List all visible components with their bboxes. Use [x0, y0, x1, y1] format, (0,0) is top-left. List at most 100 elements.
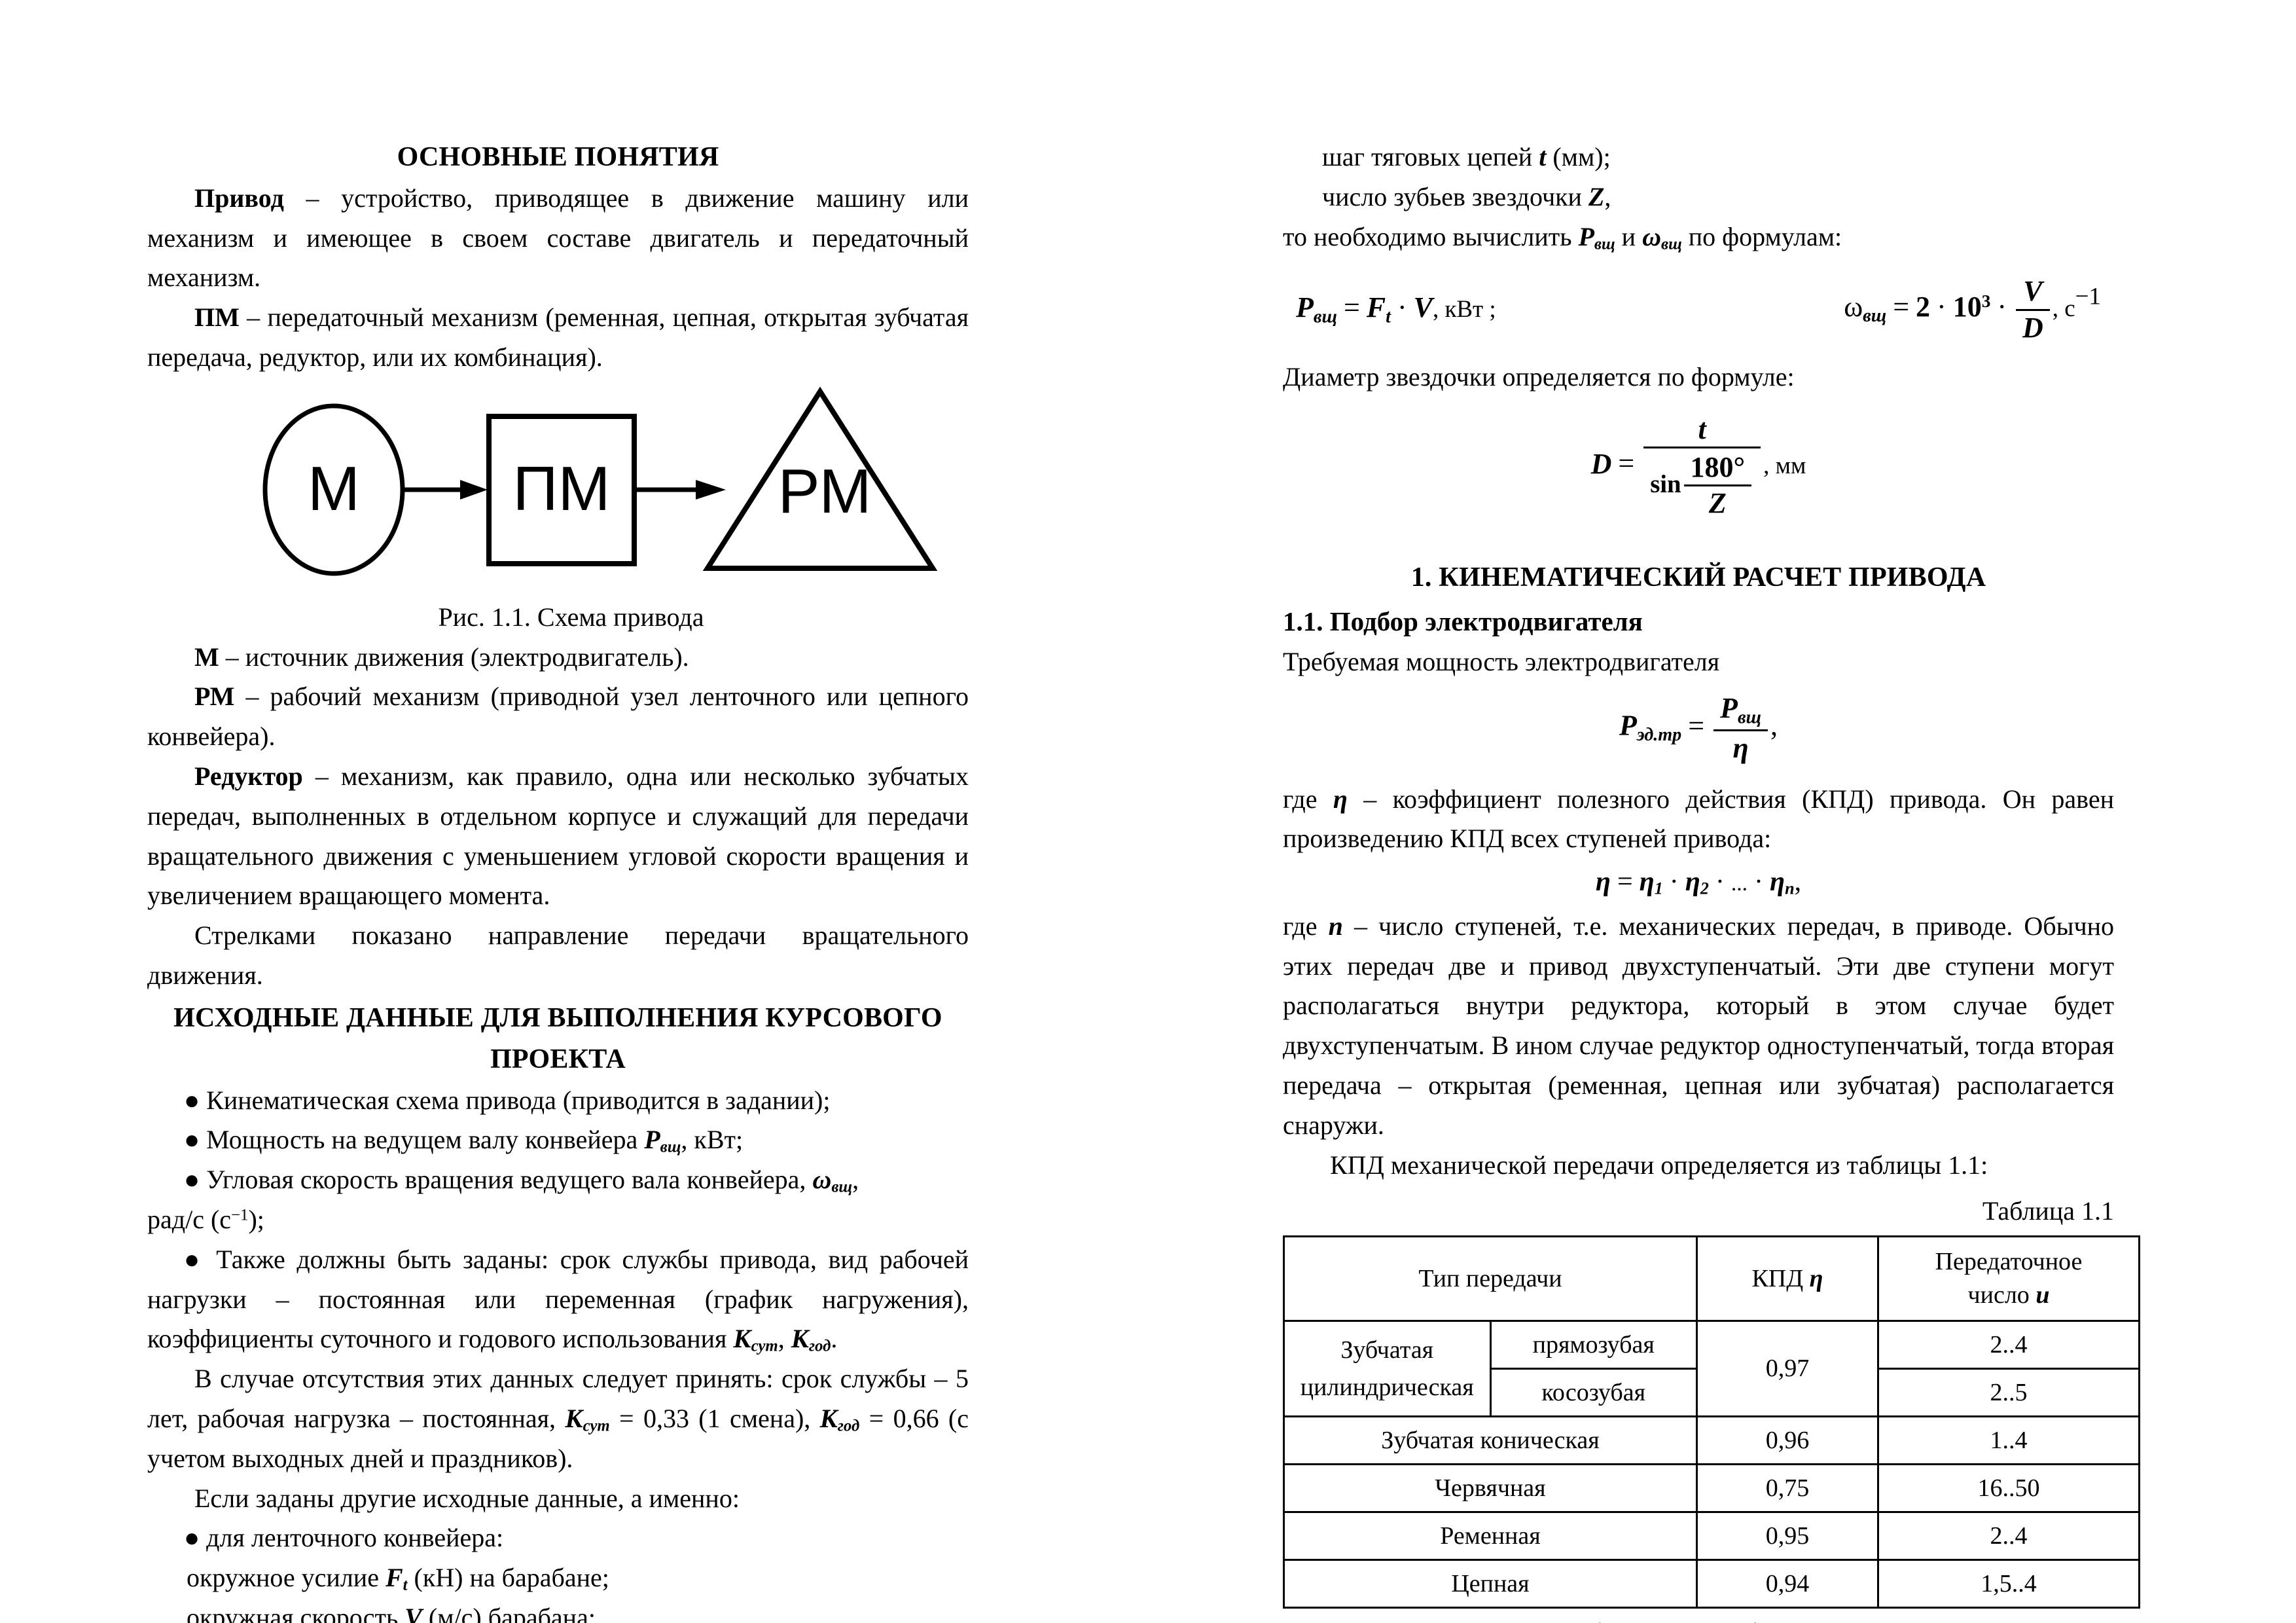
formula-diameter-z: Z: [1708, 486, 1727, 519]
formula-eta-d3: ·: [1754, 867, 1764, 898]
symbol-p-2: P: [1578, 221, 1594, 251]
symbol-k-sut-sub: сут: [751, 1337, 778, 1355]
table-row: Цепная 0,94 1,5..4: [1283, 1559, 2140, 1609]
table-header-kpd-pre: КПД: [1751, 1264, 1810, 1292]
term-privod: Привод: [194, 183, 284, 213]
paragraph-sprocket-diameter: Диаметр звездочки определяется по формул…: [1283, 361, 1795, 392]
symbol-ft: F: [385, 1563, 403, 1593]
symbol-omega-sub: вщ: [831, 1178, 853, 1196]
list-item-belt-conveyor: ● для ленточного конвейера:: [147, 1518, 969, 1558]
formula-required-power-num: Pвщ: [1713, 693, 1768, 732]
symbol-t: t: [1539, 142, 1547, 172]
formula-required-power-eq: =: [1688, 710, 1705, 742]
table-cell-chain-kpd: 0,94: [1696, 1559, 1879, 1609]
term-privod-text: – устройство, приводящее в движение маши…: [147, 183, 969, 293]
formula-required-power-lhs-sub: эд.тр: [1636, 725, 1682, 746]
symbol-omega-2-sub: вщ: [1661, 235, 1682, 253]
paragraph-privod: Привод – устройство, приводящее в движен…: [147, 179, 969, 298]
table-header-kpd-sym: η: [1809, 1264, 1823, 1292]
kpd-table: Тип передачи КПД η Передаточное число u З…: [1283, 1235, 2140, 1609]
symbol-ft-sub: t: [403, 1576, 408, 1594]
formula-power-unit: , кВт ;: [1432, 295, 1496, 322]
motor-label: М: [308, 454, 360, 524]
chain-param-teeth-pre: число зубьев звездочки: [1322, 181, 1588, 211]
bullet-glyph-icon: ●: [184, 1125, 200, 1155]
list-item-belt-conveyor-text: для ленточного конвейера:: [206, 1523, 504, 1553]
table-cell-kpd-097: 0,97: [1696, 1320, 1879, 1418]
table-header-kpd: КПД η: [1696, 1235, 1879, 1322]
table-cell-worm-ratio: 16..50: [1877, 1463, 2140, 1514]
formula-diameter-lhs: D: [1590, 447, 1612, 480]
table-cell-bevel-gear-kpd: 0,96: [1696, 1415, 1879, 1466]
table-row: косозубая 2..5: [1284, 1368, 2140, 1418]
formula-diameter-outer-fraction: t sin 180° Z: [1643, 414, 1761, 519]
table-cell-gear-cyl-line1: Зубчатая: [1340, 1336, 1434, 1364]
table-cell-worm: Червячная: [1283, 1463, 1698, 1514]
formula-diameter-sin: sin: [1650, 469, 1681, 498]
drive-scheme-figure: М ПМ РМ: [147, 382, 969, 598]
term-reduktor-text: – механизм, как правило, одна или нескол…: [147, 761, 969, 911]
where-n-a: где: [1283, 911, 1329, 941]
where-eta-a: где: [1283, 784, 1333, 814]
need-calc-post: по формулам:: [1681, 221, 1842, 251]
list-item-bullet-4-pre: Также должны быть заданы: срок службы пр…: [147, 1244, 969, 1354]
unit-exponent: −1: [231, 1206, 249, 1224]
subsection-title: 1.1. Подбор электродвигателя: [1283, 606, 1643, 637]
belt-param-force-pre: окружное усилие: [187, 1563, 386, 1593]
table-cell-gear-cyl-line2: цилиндрическая: [1300, 1373, 1474, 1401]
formula-diameter-180: 180°: [1683, 452, 1752, 486]
belt-param-force-post: (кН) на барабане;: [407, 1563, 609, 1593]
left-column: ОСНОВНЫЕ ПОНЯТИЯ Привод – устройство, пр…: [147, 137, 969, 1623]
list-item-bullet-4-mid: ,: [778, 1324, 791, 1354]
symbol-k-god-2: К: [819, 1404, 838, 1433]
formula-eta-d1: ·: [1669, 867, 1679, 898]
bullet-glyph-icon: ●: [184, 1085, 200, 1115]
section-title-initial-data-line1: ИСХОДНЫЕ ДАННЫЕ ДЛЯ ВЫПОЛНЕНИЯ КУРСОВОГО: [173, 1002, 942, 1033]
symbol-k-sut: К: [733, 1324, 751, 1354]
chain-param-teeth-post: ,: [1604, 181, 1611, 211]
formula-eta-e2-sub: 2: [1700, 879, 1709, 898]
formula-eta-e2: η: [1685, 867, 1700, 898]
symbol-v: V: [404, 1602, 422, 1623]
formula-power-f-sub: t: [1386, 306, 1391, 327]
unit-close: );: [248, 1205, 264, 1235]
formula-diameter-unit: , мм: [1763, 451, 1806, 479]
formula-omega-unit-sup: −1: [2075, 282, 2101, 310]
chain-param-pitch: шаг тяговых цепей t (мм);: [1283, 137, 2114, 177]
list-item-bullet-4-post: .: [831, 1324, 838, 1354]
table-row: Червячная 0,75 16..50: [1283, 1463, 2140, 1514]
symbol-k-god-sub: год: [808, 1337, 831, 1355]
table-row: Зубчатая цилиндрическая прямозубая 0,97 2…: [1283, 1320, 2140, 1418]
paragraph-required-power: Требуемая мощность электродвигателя: [1283, 646, 1720, 676]
list-item-bullet-4: ● Также должны быть заданы: срок службы …: [147, 1240, 969, 1359]
arrow-1-head-icon: [460, 479, 488, 500]
paragraph-defaults-a: В случае отсутствия этих данных следует …: [147, 1364, 969, 1433]
table-cell-chain: Цепная: [1283, 1559, 1698, 1609]
symbol-k-god-2-sub: год: [837, 1417, 860, 1435]
table-cell-belt-kpd: 0,95: [1696, 1511, 1879, 1561]
figure-caption: Рис. 1.1. Схема привода: [438, 602, 704, 632]
list-item-bullet-3-post: ,: [852, 1165, 859, 1195]
list-item-bullet-3-pre: Угловая скорость вращения ведущего вала …: [206, 1165, 813, 1195]
list-item-bullet-3: ● Угловая скорость вращения ведущего вал…: [147, 1160, 969, 1200]
chapter-title: 1. КИНЕМАТИЧЕСКИЙ РАСЧЕТ ПРИВОДА: [1410, 562, 1986, 593]
paragraph-defaults: В случае отсутствия этих данных следует …: [147, 1359, 969, 1478]
table-cell-worm-kpd: 0,75: [1696, 1463, 1879, 1514]
table-cell-helical-tooth: косозубая: [1489, 1368, 1698, 1418]
table-cell-ratio-24: 2..4: [1877, 1320, 2140, 1370]
table-header-ratio-sym: u: [2036, 1281, 2050, 1309]
table-cell-bevel-gear-ratio: 1..4: [1877, 1415, 2140, 1466]
paragraph-m: М – источник движения (электродвигатель)…: [147, 638, 969, 678]
formula-omega-den: D: [2022, 311, 2043, 344]
formula-power: Pвщ = Ft · V, кВт ;: [1296, 293, 1496, 327]
table-note: Примечание: КПД опор (подшипников), расп…: [1283, 1613, 2114, 1623]
formula-required-power-den: η: [1732, 732, 1749, 765]
right-column: шаг тяговых цепей t (мм); число зубьев з…: [1283, 137, 2140, 1623]
formula-eta-en-sub: n: [1785, 879, 1795, 898]
paragraph-where-n: где n – число ступеней, т.е. механически…: [1283, 907, 2114, 1146]
table-label: Таблица 1.1: [1982, 1196, 2114, 1226]
list-item-bullet-2: ● Мощность на ведущем валу конвейера Pвщ…: [147, 1120, 969, 1160]
list-item-bullet-2-post: , кВт;: [681, 1125, 744, 1155]
working-mechanism-triangle: [702, 386, 938, 571]
